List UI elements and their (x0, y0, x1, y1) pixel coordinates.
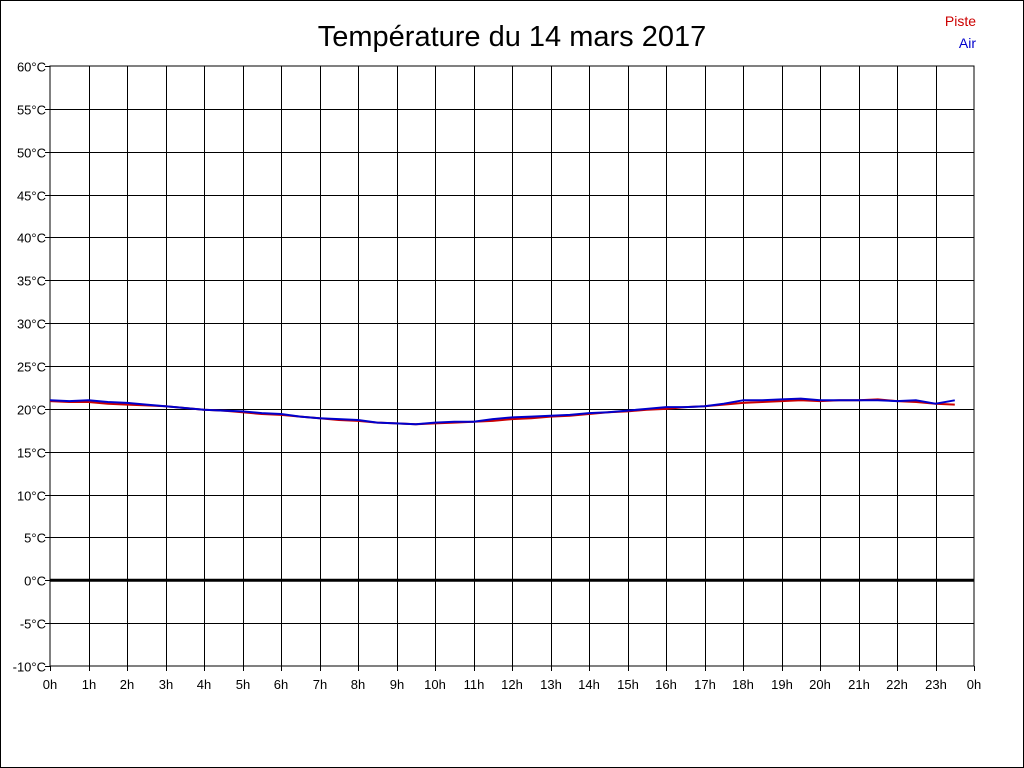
y-tick-label: -10°C (13, 660, 46, 675)
y-tick-label: 0°C (24, 574, 46, 589)
y-tick-label: 30°C (17, 317, 46, 332)
x-tick-label: 5h (236, 677, 250, 692)
x-tick-label: 8h (351, 677, 365, 692)
x-tick-label: 1h (82, 677, 96, 692)
chart-title: Température du 14 mars 2017 (318, 21, 707, 53)
x-tick-label: 10h (424, 677, 446, 692)
series-lines (49, 397, 955, 426)
x-tick-label: 15h (617, 677, 639, 692)
y-tick-label: 25°C (17, 360, 46, 375)
legend: Piste Air (945, 13, 976, 51)
y-tick-label: 35°C (17, 274, 46, 289)
grid (49, 65, 975, 667)
x-tick-label: 2h (120, 677, 134, 692)
legend-item-air: Air (959, 35, 976, 51)
x-tick-label: 18h (732, 677, 754, 692)
x-tick-label: 3h (159, 677, 173, 692)
x-tick-label: 17h (694, 677, 716, 692)
x-tick-label: 0h (43, 677, 57, 692)
x-tick-label: 0h (967, 677, 981, 692)
legend-item-piste: Piste (945, 13, 976, 29)
x-tick-label: 6h (274, 677, 288, 692)
y-tick-label: 15°C (17, 446, 46, 461)
y-tick-label: 20°C (17, 403, 46, 418)
y-tick-label: 5°C (24, 531, 46, 546)
x-tick-label: 14h (578, 677, 600, 692)
axis-ticks: 0h 1h 2h 3h 4h 5h 6h 7h 8h 9h 10h 11h 12h 13h 14h 15h 16… (13, 60, 982, 693)
y-tick-label: 10°C (17, 489, 46, 504)
y-tick-label: 50°C (17, 146, 46, 161)
x-tick-label: 23h (925, 677, 947, 692)
x-tick-label: 20h (809, 677, 831, 692)
x-tick-label: 7h (313, 677, 327, 692)
x-tick-label: 22h (886, 677, 908, 692)
y-tick-label: 40°C (17, 231, 46, 246)
x-tick-label: 9h (390, 677, 404, 692)
x-tick-label: 16h (655, 677, 677, 692)
x-tick-label: 21h (848, 677, 870, 692)
y-tick-label: 60°C (17, 60, 46, 75)
x-tick-label: 4h (197, 677, 211, 692)
x-tick-label: 12h (501, 677, 523, 692)
x-tick-label: 11h (464, 677, 485, 692)
x-tick-label: 19h (771, 677, 793, 692)
y-tick-label: 55°C (17, 103, 46, 118)
y-tick-label: -5°C (20, 617, 46, 632)
series-line-air (49, 397, 955, 426)
y-tick-label: 45°C (17, 189, 46, 204)
x-tick-label: 13h (540, 677, 562, 692)
